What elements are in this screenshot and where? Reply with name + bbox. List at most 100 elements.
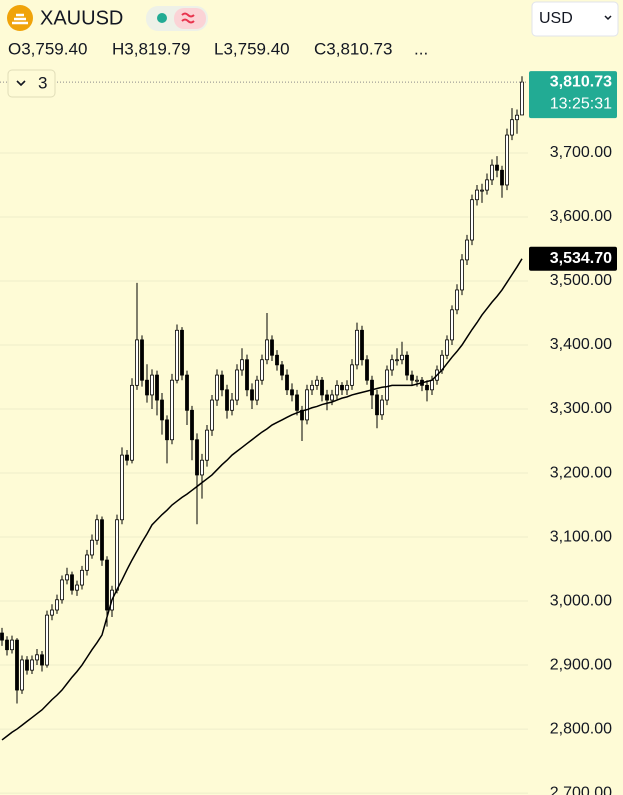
candle-body bbox=[355, 329, 359, 366]
candle-body bbox=[320, 379, 324, 396]
y-tick-label: 3,400.00 bbox=[550, 336, 612, 353]
last-price-label: 3,810.73 bbox=[550, 73, 612, 90]
candle-body bbox=[280, 364, 284, 376]
candle-body bbox=[230, 399, 234, 411]
chevron bbox=[604, 15, 612, 21]
candle-body bbox=[375, 394, 379, 416]
candle-body bbox=[10, 639, 14, 651]
candle-body bbox=[455, 289, 459, 311]
currency-select[interactable] bbox=[531, 1, 619, 37]
ma-price-label: 3,534.70 bbox=[550, 250, 612, 267]
y-tick-label: 3,000.00 bbox=[550, 592, 612, 609]
y-tick-label: 3,500.00 bbox=[550, 272, 612, 289]
candle-body bbox=[520, 81, 524, 116]
candle-body bbox=[310, 384, 314, 391]
candle-body bbox=[0, 632, 4, 641]
delay-badge bbox=[174, 8, 206, 29]
candle-body bbox=[330, 394, 334, 401]
candle-body bbox=[255, 379, 259, 401]
candle-body bbox=[390, 359, 394, 371]
indicator-count: 3 bbox=[38, 73, 47, 92]
candle-body bbox=[220, 374, 224, 391]
candle-body bbox=[325, 394, 329, 401]
candle-body bbox=[75, 584, 79, 591]
candle-body bbox=[210, 399, 214, 431]
candle-body bbox=[425, 384, 429, 391]
legend-more[interactable]: ... bbox=[414, 39, 428, 58]
candle-body bbox=[160, 399, 164, 421]
candle-body bbox=[65, 574, 69, 581]
candle-body bbox=[510, 119, 514, 136]
countdown-label: 13:25:31 bbox=[550, 95, 612, 112]
currency-label: USD bbox=[539, 10, 573, 27]
candle-body bbox=[265, 339, 269, 361]
y-tick-label: 2,800.00 bbox=[550, 720, 612, 737]
candle-body bbox=[120, 454, 124, 521]
candle-body bbox=[410, 374, 414, 381]
plot-area: 2,700.00 2,800.00 2,900.00 3,000.00 3,100.00… bbox=[0, 71, 617, 795]
candle-body bbox=[85, 554, 89, 571]
candle-body bbox=[105, 559, 109, 611]
last-price-badge bbox=[529, 71, 617, 119]
candle-body bbox=[200, 459, 204, 476]
candle-body bbox=[285, 374, 289, 391]
candle-body bbox=[465, 239, 469, 261]
candle-body bbox=[370, 379, 374, 396]
candle-body bbox=[400, 354, 404, 361]
candle-body bbox=[470, 199, 474, 241]
candle-body bbox=[185, 374, 189, 411]
candle-body bbox=[20, 659, 24, 691]
candle-body bbox=[115, 519, 119, 591]
candle-body bbox=[290, 389, 294, 396]
candle-body bbox=[125, 454, 129, 461]
candle-body bbox=[340, 384, 344, 391]
candle-body bbox=[360, 329, 364, 361]
candle-body bbox=[5, 639, 9, 651]
indicators-toggle[interactable] bbox=[7, 69, 56, 98]
candle-body bbox=[40, 654, 44, 666]
candle-body bbox=[180, 329, 184, 376]
candle-body bbox=[445, 339, 449, 356]
ma-price-badge bbox=[529, 246, 617, 271]
candle-body bbox=[245, 359, 249, 391]
candle-body bbox=[430, 379, 434, 391]
candle-body bbox=[395, 359, 399, 362]
candle-body bbox=[260, 359, 264, 381]
candle-body bbox=[170, 379, 174, 441]
candle-body bbox=[165, 419, 169, 441]
candle-body bbox=[80, 569, 84, 586]
logo-icon bbox=[12, 13, 28, 25]
y-tick-label: 3,200.00 bbox=[550, 464, 612, 481]
header: XAUUSD USD O3,759.40 H3,819.79 L3,759.40… bbox=[7, 1, 619, 98]
candle-body bbox=[345, 384, 349, 391]
candle-body bbox=[385, 369, 389, 401]
symbol-name[interactable]: XAUUSD bbox=[40, 7, 123, 29]
candle-body bbox=[190, 409, 194, 441]
y-tick-label: 3,600.00 bbox=[550, 208, 612, 225]
legend-high: H3,819.79 bbox=[112, 39, 190, 58]
candle-body bbox=[100, 519, 104, 561]
candle-body bbox=[490, 164, 494, 181]
market-open-dot bbox=[157, 13, 167, 23]
legend-open: O3,759.40 bbox=[8, 39, 87, 58]
candle-body bbox=[130, 384, 134, 461]
candle-body bbox=[495, 164, 499, 171]
candle-body bbox=[270, 339, 274, 356]
y-tick-label: 3,300.00 bbox=[550, 400, 612, 417]
candle-body bbox=[275, 354, 279, 366]
y-tick-label: 2,700.00 bbox=[550, 784, 612, 795]
candle-body bbox=[350, 364, 354, 386]
candle-body bbox=[225, 389, 229, 411]
candle-body bbox=[205, 429, 209, 461]
candle-body bbox=[45, 614, 49, 666]
candle-body bbox=[25, 659, 29, 671]
candle-body bbox=[90, 539, 94, 556]
candle-body bbox=[50, 609, 54, 616]
candle-body bbox=[175, 329, 179, 381]
candle-body bbox=[475, 189, 479, 201]
candle-body bbox=[55, 599, 59, 611]
candle-body bbox=[145, 379, 149, 396]
candle-body bbox=[380, 399, 384, 416]
